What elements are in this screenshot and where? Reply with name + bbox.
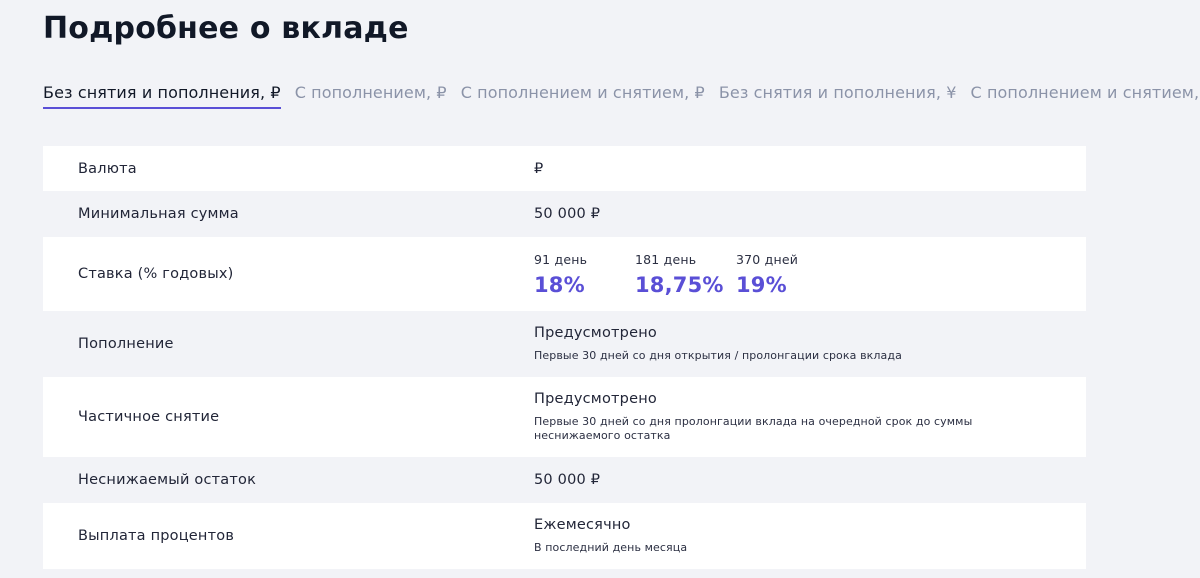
row-value: 50 000 ₽ bbox=[534, 206, 601, 222]
rate-option: 91 день 18% bbox=[534, 252, 611, 297]
row-value: Ежемесячно bbox=[534, 517, 631, 533]
row-note: Первые 30 дней со дня открытия / пролонг… bbox=[534, 349, 902, 362]
row-replenishment: Пополнение Предусмотрено Первые 30 дней … bbox=[43, 311, 1086, 377]
row-min-balance: Неснижаемый остаток 50 000 ₽ bbox=[43, 457, 1086, 503]
row-label: Неснижаемый остаток bbox=[78, 472, 257, 488]
row-interest-payment: Выплата процентов Ежемесячно В последний… bbox=[43, 503, 1086, 569]
rate-option: 370 дней 19% bbox=[736, 252, 798, 297]
tab-topup-withdrawal-cny[interactable]: С пополнением и снятием, ¥ bbox=[970, 83, 1200, 102]
row-label: Минимальная сумма bbox=[78, 206, 239, 222]
rate-options: 91 день 18% 181 день 18,75% 370 дней 19% bbox=[534, 252, 1086, 297]
row-value: ₽ bbox=[534, 160, 544, 177]
rate-percent: 19% bbox=[736, 272, 787, 297]
row-value: 50 000 ₽ bbox=[534, 472, 601, 488]
tab-no-withdrawal-no-topup-rub[interactable]: Без снятия и пополнения, ₽ bbox=[43, 83, 281, 109]
rate-term: 91 день bbox=[534, 251, 588, 267]
deposit-type-tabs: Без снятия и пополнения, ₽ С пополнением… bbox=[43, 83, 1200, 109]
row-note: В последний день месяца bbox=[534, 541, 688, 554]
row-partial-withdrawal: Частичное снятие Предусмотрено Первые 30… bbox=[43, 377, 1086, 457]
page-title: Подробнее о вкладе bbox=[43, 11, 409, 46]
row-label: Ставка (% годовых) bbox=[78, 266, 234, 282]
tab-topup-rub[interactable]: С пополнением, ₽ bbox=[294, 83, 447, 102]
row-label: Пополнение bbox=[78, 336, 174, 352]
row-rate: Ставка (% годовых) 91 день 18% 181 день … bbox=[43, 237, 1086, 311]
rate-term: 181 день bbox=[635, 251, 697, 267]
row-label: Выплата процентов bbox=[78, 528, 235, 544]
row-value: Предусмотрено bbox=[534, 391, 657, 407]
rate-percent: 18,75% bbox=[635, 272, 724, 297]
deposit-details-table: Валюта ₽ Минимальная сумма 50 000 ₽ Став… bbox=[43, 146, 1086, 569]
row-currency: Валюта ₽ bbox=[43, 146, 1086, 191]
rate-percent: 18% bbox=[534, 272, 585, 297]
row-label: Валюта bbox=[78, 160, 137, 177]
row-min-amount: Минимальная сумма 50 000 ₽ bbox=[43, 191, 1086, 237]
rate-option: 181 день 18,75% bbox=[635, 251, 724, 297]
rate-term: 370 дней bbox=[736, 251, 799, 267]
tab-no-withdrawal-no-topup-cny[interactable]: Без снятия и пополнения, ¥ bbox=[718, 83, 957, 102]
row-note: Первые 30 дней со дня пролонгации вклада… bbox=[534, 415, 973, 442]
row-label: Частичное снятие bbox=[78, 409, 220, 425]
tab-topup-withdrawal-rub[interactable]: С пополнением и снятием, ₽ bbox=[460, 83, 705, 102]
row-value: Предусмотрено bbox=[534, 325, 657, 341]
